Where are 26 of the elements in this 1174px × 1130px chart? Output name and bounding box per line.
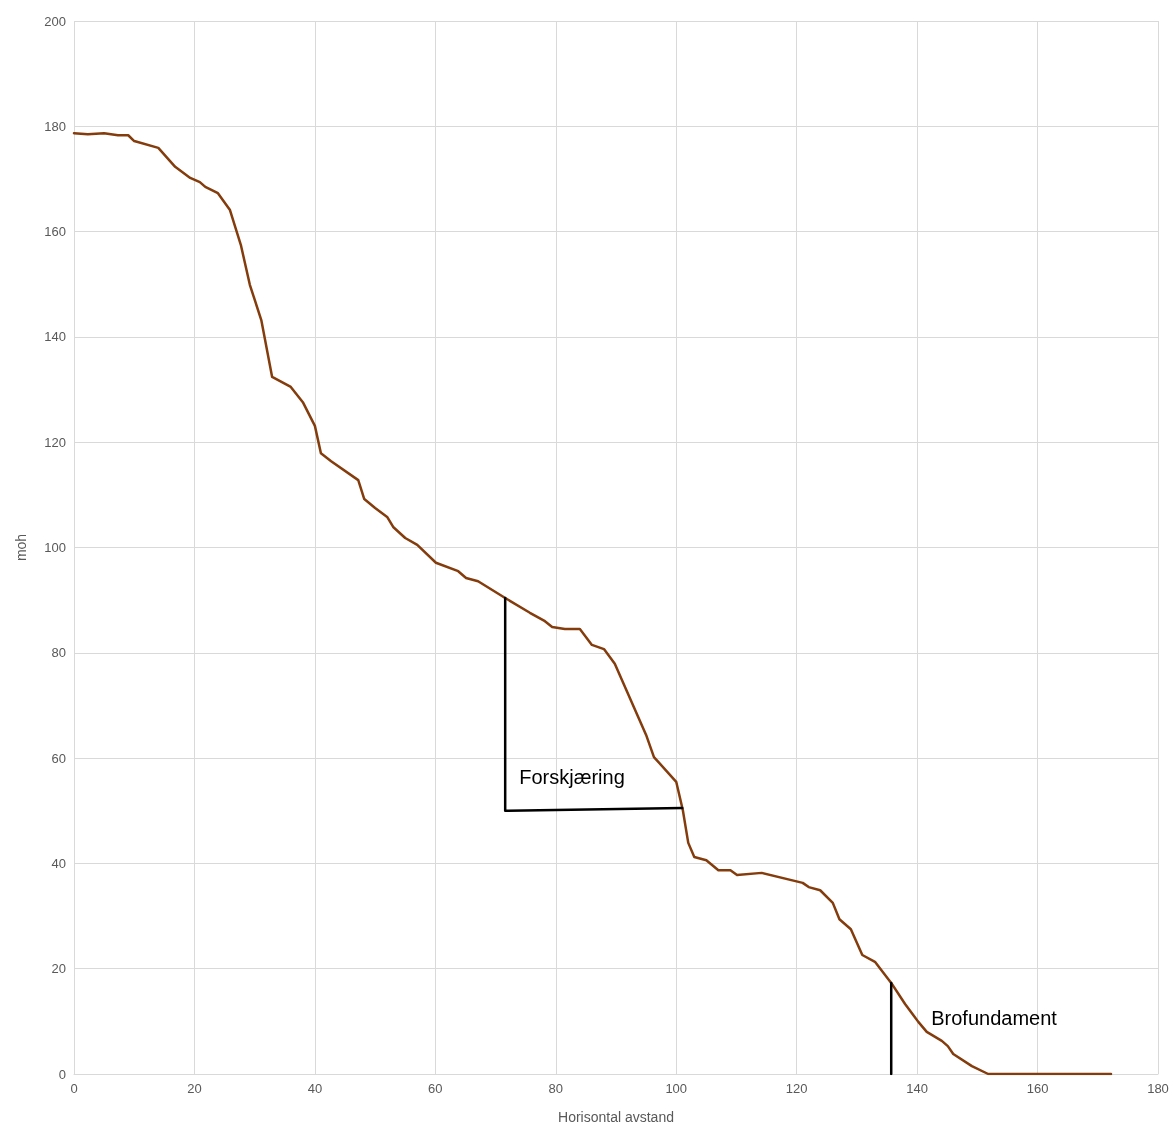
annotation: Forskjæring bbox=[519, 765, 625, 788]
y-tick-label: 100 bbox=[44, 540, 66, 555]
y-tick-label: 180 bbox=[44, 118, 66, 134]
y-tick-label: 160 bbox=[44, 224, 66, 240]
y-axis-title: moh bbox=[13, 533, 29, 562]
line-series bbox=[72, 131, 1113, 1076]
x-tick-label: 0 bbox=[70, 1081, 78, 1096]
y-tick-label: 200 bbox=[44, 13, 66, 29]
y-tick-label: 120 bbox=[44, 434, 66, 450]
x-tick-label: 180 bbox=[1147, 1081, 1169, 1096]
x-tick-label: 20 bbox=[187, 1081, 202, 1096]
x-tick-label: 140 bbox=[906, 1081, 928, 1096]
annotation: Brofundament bbox=[931, 1007, 1058, 1029]
x-axis-title: Horisontal avstand bbox=[558, 1109, 674, 1125]
y-tick-label: 60 bbox=[51, 750, 66, 766]
y-tick-label: 20 bbox=[51, 961, 66, 977]
y-tick-label: 140 bbox=[44, 329, 66, 345]
y-tick-label: 40 bbox=[51, 855, 66, 871]
y-tick-label: 80 bbox=[51, 645, 66, 661]
y-tick-label: 0 bbox=[58, 1066, 66, 1082]
x-tick-label: 80 bbox=[548, 1081, 564, 1096]
x-tick-label: 60 bbox=[428, 1081, 443, 1096]
x-tick-label: 120 bbox=[785, 1081, 808, 1096]
x-tick-label: 100 bbox=[665, 1081, 688, 1096]
x-tick-label: 40 bbox=[307, 1081, 323, 1096]
x-tick-label: 160 bbox=[1026, 1081, 1049, 1096]
